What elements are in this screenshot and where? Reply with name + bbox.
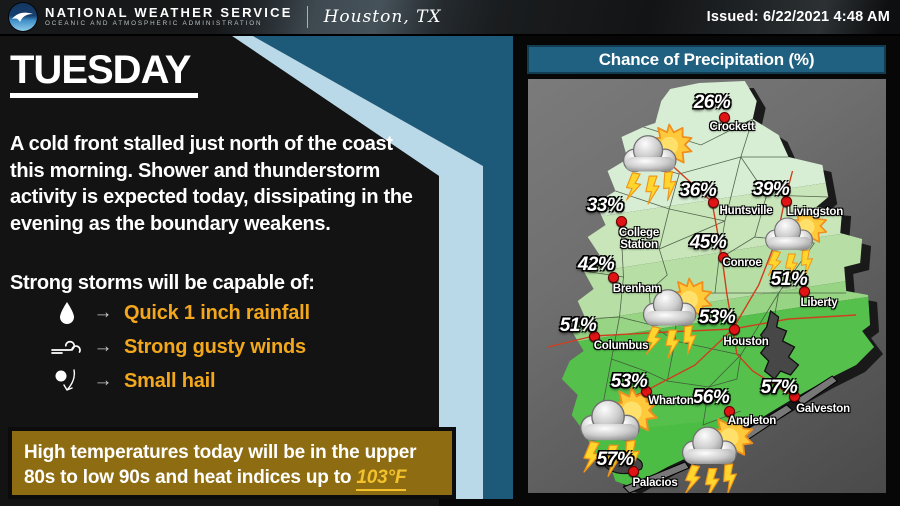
hazard-label: Small hail — [124, 369, 216, 392]
hazard-label: Strong gusty winds — [124, 335, 306, 358]
hazards-list: → Quick 1 inch rainfall → Strong gusty w… — [46, 300, 310, 394]
city-dot — [729, 324, 740, 335]
city-label: Livingston — [786, 206, 844, 218]
precip-pct: 57% — [760, 377, 798, 398]
heat-index-value: 103°F — [356, 467, 406, 492]
hazard-row-wind: → Strong gusty winds — [46, 334, 310, 360]
hazard-label: Quick 1 inch rainfall — [124, 301, 310, 324]
city-dot — [616, 216, 627, 227]
city-label: Houston — [723, 336, 769, 348]
header-divider — [306, 6, 308, 28]
city-label: College Station — [618, 227, 660, 252]
precip-pct: 53% — [610, 371, 648, 392]
city-dot — [718, 252, 729, 263]
city-dot — [781, 196, 792, 207]
temperature-text: High temperatures today will be in the u… — [24, 442, 417, 489]
noaa-logo-icon — [9, 3, 37, 31]
agency-line1: NATIONAL WEATHER SERVICE — [45, 5, 293, 21]
city-label: Conroe — [722, 257, 762, 269]
city-label: Crockett — [709, 121, 755, 133]
precip-pct: 56% — [692, 387, 730, 408]
arrow-glyph: → — [93, 302, 113, 323]
header-bar: NATIONAL WEATHER SERVICE OCEANIC AND ATM… — [0, 0, 900, 36]
city-dot — [628, 466, 639, 477]
bays-and-islands — [602, 309, 839, 493]
city-dot — [608, 272, 619, 283]
precip-pct: 39% — [752, 179, 790, 200]
city-label: Huntsville — [719, 205, 773, 217]
city-dot — [724, 406, 735, 417]
arrow-glyph: → — [93, 336, 113, 357]
raindrop-icon — [46, 301, 88, 325]
precip-pct: 45% — [689, 232, 727, 253]
wind-gust-icon — [46, 337, 88, 357]
precipitation-map: 26% 36% 39% 33% 42% 45% 51% 51% 53% 53% … — [528, 79, 886, 493]
agency-line2: OCEANIC AND ATMOSPHERIC ADMINISTRATION — [45, 20, 263, 28]
city-label: Brenham — [612, 283, 662, 295]
hazards-heading: Strong storms will be capable of: — [10, 272, 315, 294]
matagorda-peninsula — [622, 461, 690, 493]
city-dot — [799, 286, 810, 297]
arrow-glyph: → — [93, 370, 113, 391]
city-dot — [708, 197, 719, 208]
agency-name: NATIONAL WEATHER SERVICE OCEANIC AND ATM… — [45, 6, 293, 27]
city-label: Columbus — [593, 340, 649, 352]
hazard-row-rainfall: → Quick 1 inch rainfall — [46, 300, 310, 326]
city-dot — [719, 112, 730, 123]
precip-pct: 57% — [596, 449, 634, 470]
city-label: Galveston — [796, 403, 850, 415]
map-title-bar: Chance of Precipitation (%) — [527, 45, 886, 74]
bolivar-peninsula — [795, 375, 839, 406]
hail-icon — [46, 368, 88, 394]
forecast-summary: A cold front stalled just north of the c… — [10, 133, 413, 235]
precip-pct: 26% — [693, 92, 731, 113]
county-map-graphic — [547, 81, 884, 493]
city-label: Wharton — [648, 395, 694, 407]
day-title: TUESDAY — [10, 50, 199, 98]
galveston-bay — [759, 309, 800, 380]
precip-pct: 53% — [698, 307, 736, 328]
precip-pct: 51% — [770, 269, 808, 290]
city-label: Palacios — [632, 477, 678, 489]
precip-pct: 42% — [577, 254, 615, 275]
city-label: Liberty — [800, 297, 838, 309]
city-label: Angleton — [727, 415, 777, 427]
precip-pct: 51% — [559, 315, 597, 336]
precip-pct: 33% — [586, 195, 624, 216]
hazard-row-hail: → Small hail — [46, 368, 310, 394]
city-dot — [789, 391, 800, 402]
precip-pct: 36% — [679, 180, 717, 201]
issued-timestamp: Issued: 6/22/2021 4:48 AM — [706, 9, 890, 25]
office-location: Houston, TX — [323, 7, 442, 27]
temperature-callout: High temperatures today will be in the u… — [8, 427, 456, 499]
city-dot — [589, 331, 600, 342]
city-dot — [641, 386, 652, 397]
